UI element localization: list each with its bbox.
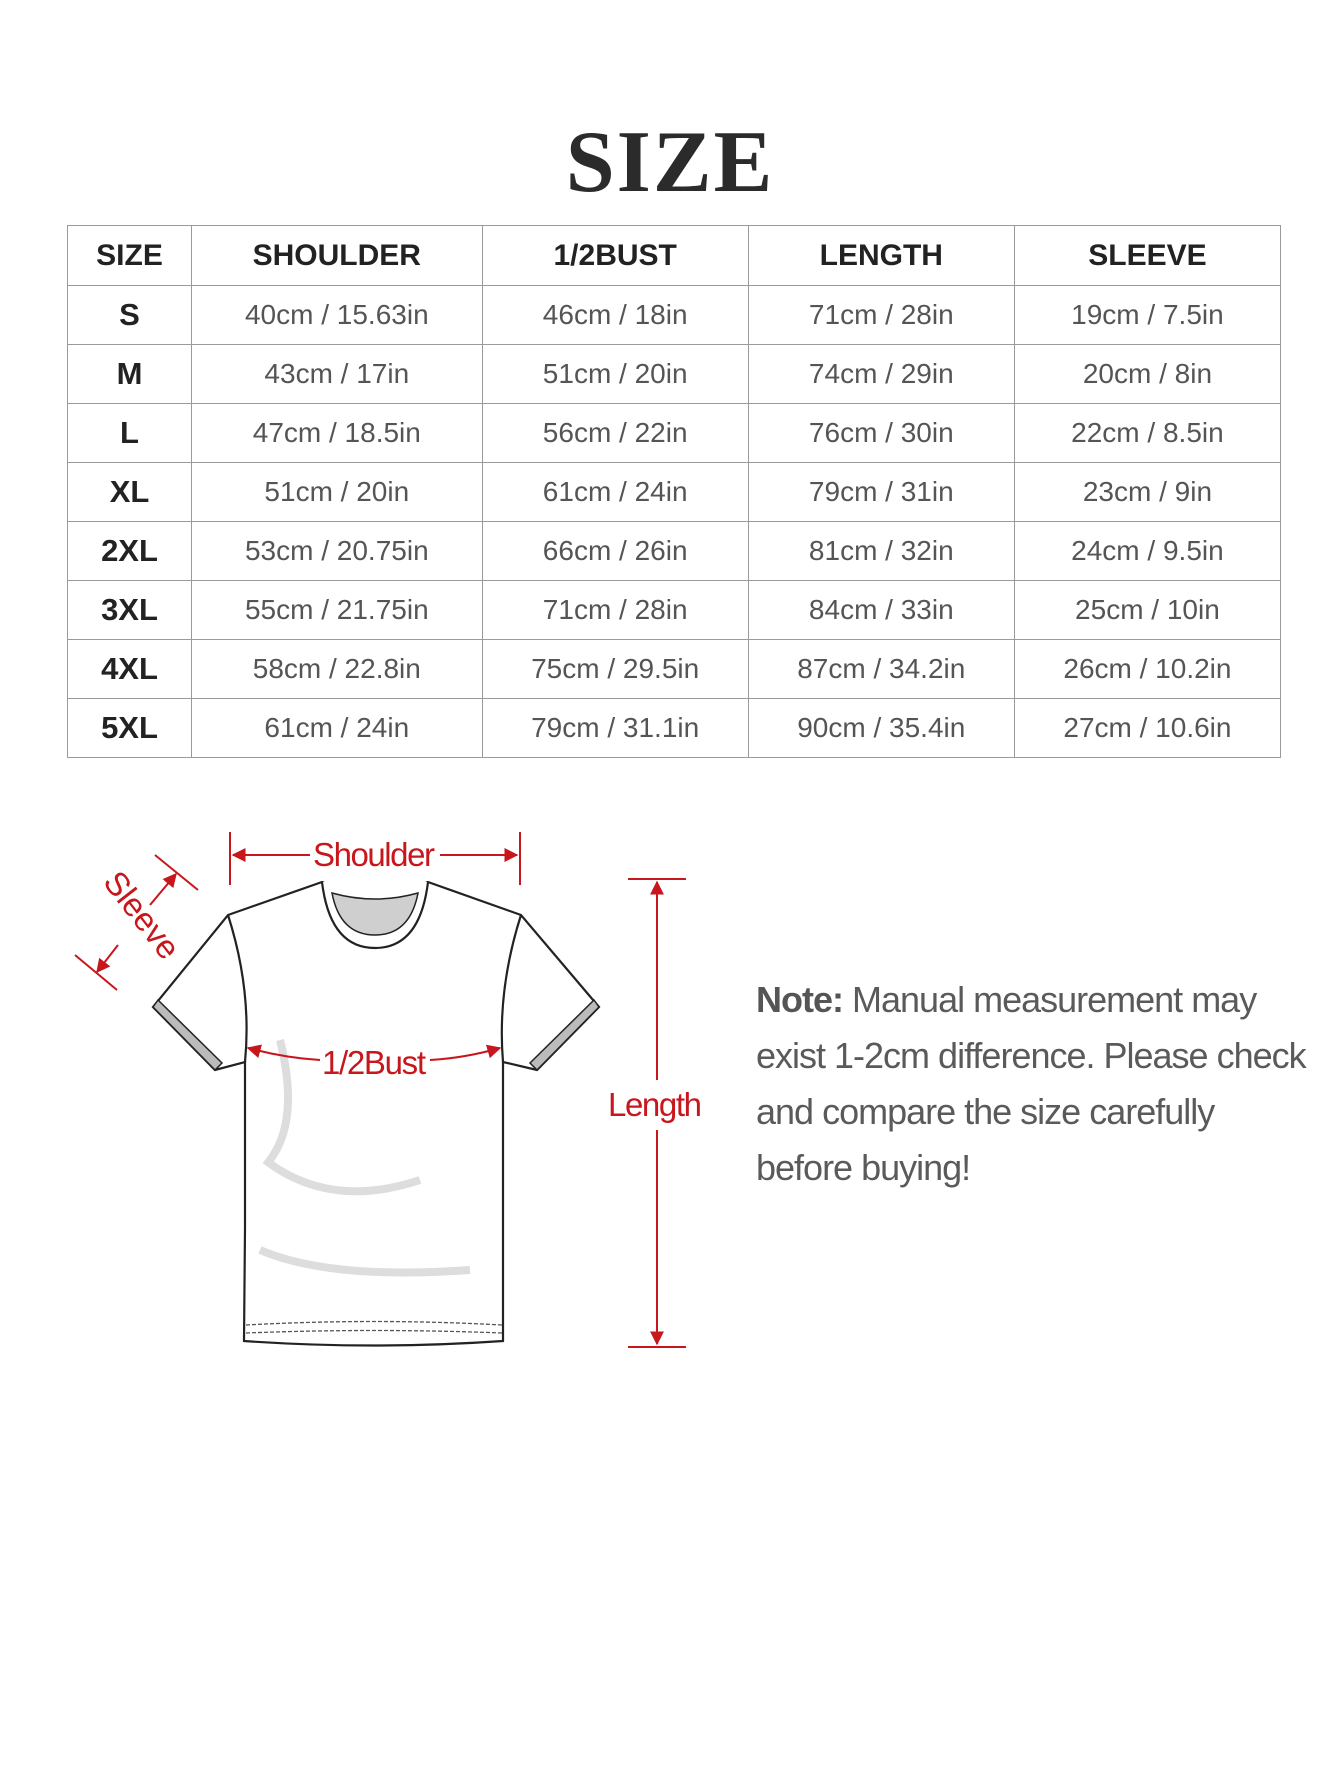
sleeve-tick-bottom bbox=[74, 954, 118, 991]
measurement-cell: 43cm / 17in bbox=[191, 344, 483, 404]
measurement-cell: 56cm / 22in bbox=[481, 403, 749, 463]
column-header: LENGTH bbox=[747, 225, 1015, 286]
measurement-cell: 76cm / 30in bbox=[747, 403, 1015, 463]
size-cell: M bbox=[67, 344, 192, 404]
table-row: M 43cm / 17in 51cm / 20in 74cm / 29in 20cm /… bbox=[67, 344, 1282, 404]
column-header: SIZE bbox=[67, 225, 192, 286]
measurement-cell: 22cm / 8.5in bbox=[1013, 403, 1282, 463]
measurement-cell: 40cm / 15.63in bbox=[191, 285, 483, 345]
measurement-cell: 51cm / 20in bbox=[191, 462, 483, 522]
table-row: S 40cm / 15.63in 46cm / 18in 71cm / 28in 19c… bbox=[67, 285, 1282, 345]
measurement-cell: 61cm / 24in bbox=[191, 698, 483, 758]
measurement-cell: 20cm / 8in bbox=[1013, 344, 1282, 404]
measurement-cell: 53cm / 20.75in bbox=[191, 521, 483, 581]
measurement-cell: 75cm / 29.5in bbox=[481, 639, 749, 699]
measurement-cell: 19cm / 7.5in bbox=[1013, 285, 1282, 345]
sleeve-tick-top bbox=[154, 854, 199, 891]
size-chart-table: SIZE SHOULDER 1/2BUST LENGTH SLEEVE S 40cm / … bbox=[67, 225, 1282, 758]
table-row: XL 51cm / 20in 61cm / 24in 79cm / 31in 23cm … bbox=[67, 462, 1282, 522]
table-row: 2XL 53cm / 20.75in 66cm / 26in 81cm / 32in 2… bbox=[67, 521, 1282, 581]
bust-arrow-left bbox=[246, 1044, 321, 1061]
measurement-cell: 23cm / 9in bbox=[1013, 462, 1282, 522]
measurement-cell: 79cm / 31in bbox=[747, 462, 1015, 522]
note-label: Note: bbox=[756, 979, 844, 1020]
measurement-cell: 47cm / 18.5in bbox=[191, 403, 483, 463]
measurement-cell: 81cm / 32in bbox=[747, 521, 1015, 581]
size-cell: 4XL bbox=[67, 639, 192, 699]
size-cell: 5XL bbox=[67, 698, 192, 758]
sleeve-arrow-bottom bbox=[96, 944, 119, 974]
measurement-cell: 84cm / 33in bbox=[747, 580, 1015, 640]
bust-label: 1/2Bust bbox=[322, 1044, 426, 1081]
length-label: Length bbox=[608, 1086, 702, 1123]
page-title: SIZE bbox=[565, 114, 775, 211]
tshirt-icon bbox=[151, 880, 601, 1347]
note-body: Manual measurement may exist 1-2cm diffe… bbox=[756, 979, 1307, 1188]
measurement-cell: 27cm / 10.6in bbox=[1013, 698, 1282, 758]
measurement-cell: 74cm / 29in bbox=[747, 344, 1015, 404]
table-row: 5XL 61cm / 24in 79cm / 31.1in 90cm / 35.4in… bbox=[67, 698, 1282, 758]
measurement-cell: 51cm / 20in bbox=[481, 344, 749, 404]
table-header-row: SIZE SHOULDER 1/2BUST LENGTH SLEEVE bbox=[67, 225, 1282, 286]
size-cell: 2XL bbox=[67, 521, 192, 581]
measurement-cell: 79cm / 31.1in bbox=[481, 698, 749, 758]
bust-arrow-right bbox=[429, 1044, 502, 1061]
measurement-cell: 46cm / 18in bbox=[481, 285, 749, 345]
sleeve-label: Sleeve bbox=[96, 864, 187, 966]
table-row: 3XL 55cm / 21.75in 71cm / 28in 84cm / 33in 2… bbox=[67, 580, 1282, 640]
measurement-cell: 24cm / 9.5in bbox=[1013, 521, 1282, 581]
column-header: SLEEVE bbox=[1013, 225, 1282, 286]
note-text: Note: Manual measurement may exist 1-2cm… bbox=[756, 972, 1316, 1196]
sleeve-arrow-top bbox=[149, 872, 177, 906]
measurement-cell: 71cm / 28in bbox=[481, 580, 749, 640]
measurement-cell: 90cm / 35.4in bbox=[747, 698, 1015, 758]
measurement-cell: 55cm / 21.75in bbox=[191, 580, 483, 640]
measurement-cell: 25cm / 10in bbox=[1013, 580, 1282, 640]
table-row: L 47cm / 18.5in 56cm / 22in 76cm / 30in 22cm… bbox=[67, 403, 1282, 463]
measurement-cell: 61cm / 24in bbox=[481, 462, 749, 522]
measurement-cell: 26cm / 10.2in bbox=[1013, 639, 1282, 699]
size-cell: S bbox=[67, 285, 192, 345]
size-cell: 3XL bbox=[67, 580, 192, 640]
measurement-cell: 66cm / 26in bbox=[481, 521, 749, 581]
size-cell: L bbox=[67, 403, 192, 463]
measurement-cell: 58cm / 22.8in bbox=[191, 639, 483, 699]
shoulder-label: Shoulder bbox=[313, 836, 435, 873]
column-header: 1/2BUST bbox=[481, 225, 749, 286]
